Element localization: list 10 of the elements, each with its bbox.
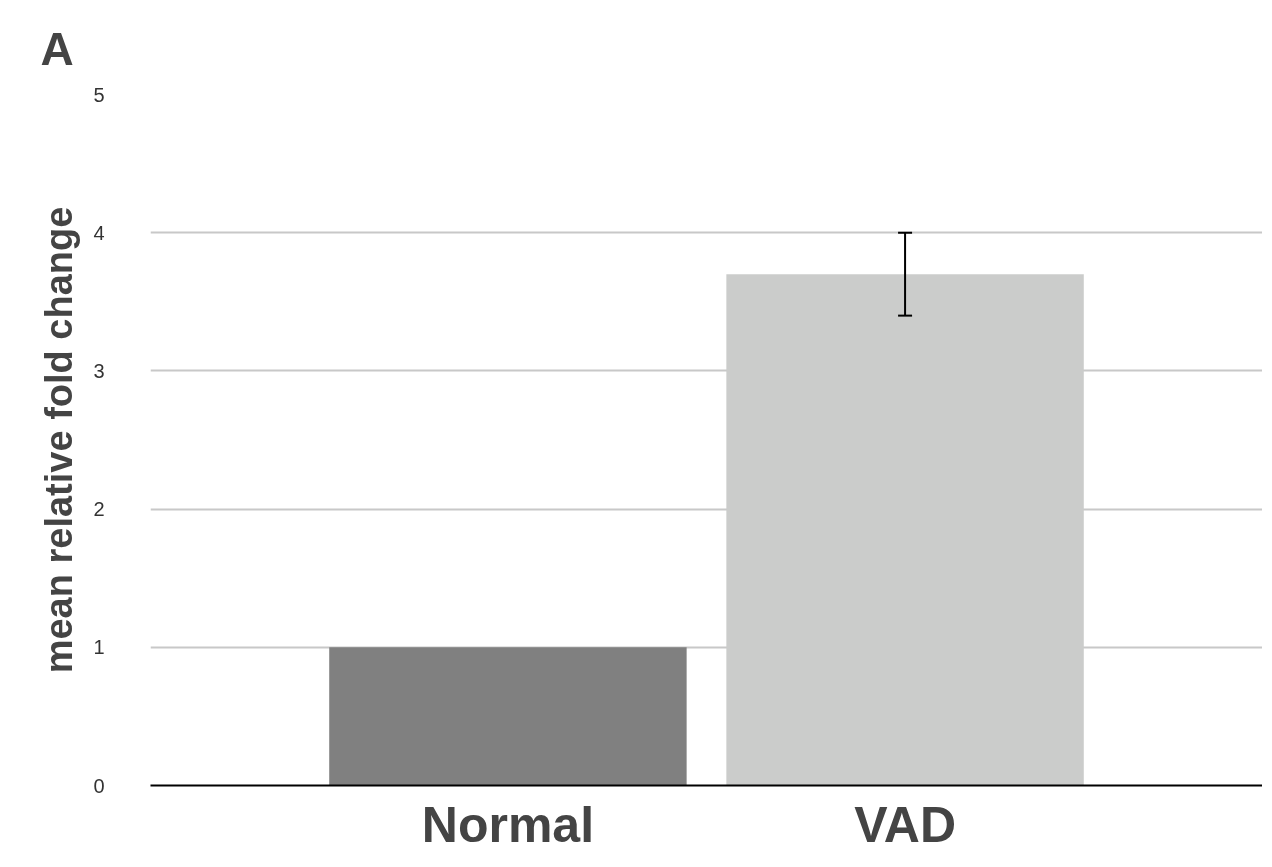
y-tick-label: 4: [93, 221, 105, 244]
y-tick-label: 0: [93, 774, 105, 797]
y-tick-label: 2: [93, 498, 105, 521]
y-tick-label: 3: [93, 359, 105, 382]
x-tick-label: VAD: [854, 796, 956, 853]
y-tick-label: 5: [93, 83, 105, 106]
text: A: [40, 22, 74, 75]
y-axis-title: mean relative fold change: [38, 206, 81, 674]
y-tick-label: 1: [93, 636, 105, 659]
x-tick-label: Normal: [421, 796, 595, 853]
